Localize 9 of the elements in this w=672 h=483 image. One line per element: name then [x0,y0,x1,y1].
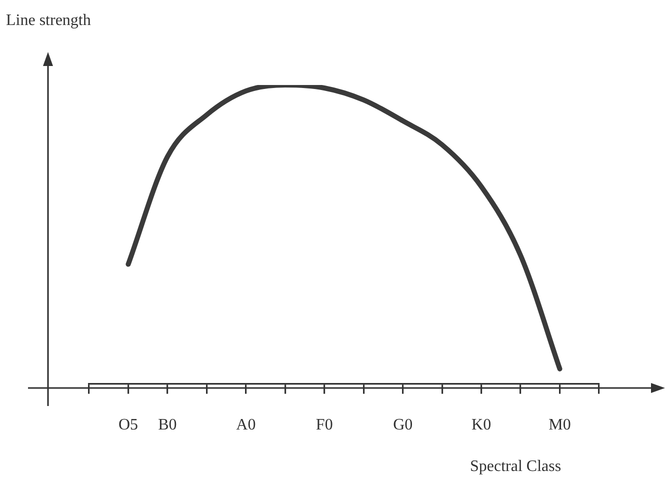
x-tick-label: O5 [118,416,138,434]
x-tick-label: M0 [548,416,571,434]
x-tick-label: B0 [158,416,177,434]
x-axis-title: Spectral Class [470,458,562,476]
x-tick-label: A0 [236,416,256,434]
x-tick-label: G0 [393,416,413,434]
y-axis-title: Line strength [6,12,91,30]
x-tick-label: K0 [472,416,492,434]
x-tick-label: F0 [316,416,333,434]
